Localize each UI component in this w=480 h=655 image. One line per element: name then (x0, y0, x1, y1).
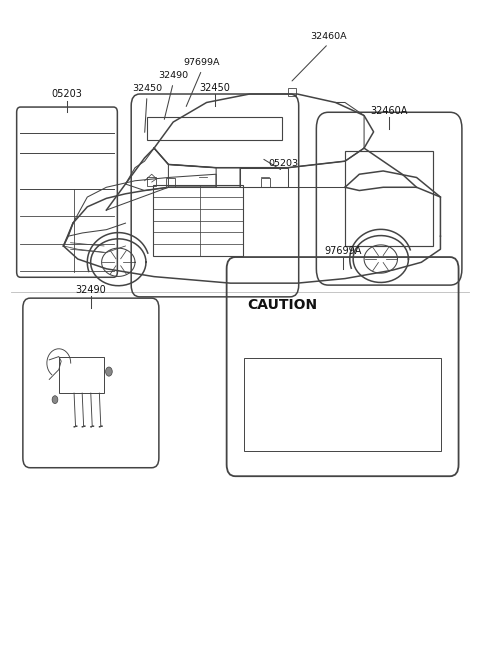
Text: 32460A: 32460A (310, 32, 347, 41)
Circle shape (52, 396, 58, 403)
Bar (147, 177, 156, 186)
Bar (345, 151, 433, 246)
Bar (288, 88, 296, 96)
Text: 97699A: 97699A (324, 246, 361, 255)
Circle shape (106, 367, 112, 376)
Text: 32450: 32450 (200, 83, 230, 93)
Text: 05203: 05203 (268, 159, 298, 168)
Text: CAUTION: CAUTION (247, 298, 317, 312)
Bar (153, 185, 243, 256)
Text: 97699A: 97699A (183, 58, 220, 67)
Bar (59, 357, 104, 393)
Bar (166, 178, 175, 187)
Text: 05203: 05203 (51, 89, 83, 99)
Text: 32490: 32490 (158, 71, 188, 81)
Text: 32460A: 32460A (371, 105, 408, 115)
Bar (147, 117, 282, 140)
Text: 32490: 32490 (75, 285, 106, 295)
Bar (244, 358, 442, 451)
Bar (262, 178, 270, 187)
Text: 32450: 32450 (132, 84, 162, 94)
